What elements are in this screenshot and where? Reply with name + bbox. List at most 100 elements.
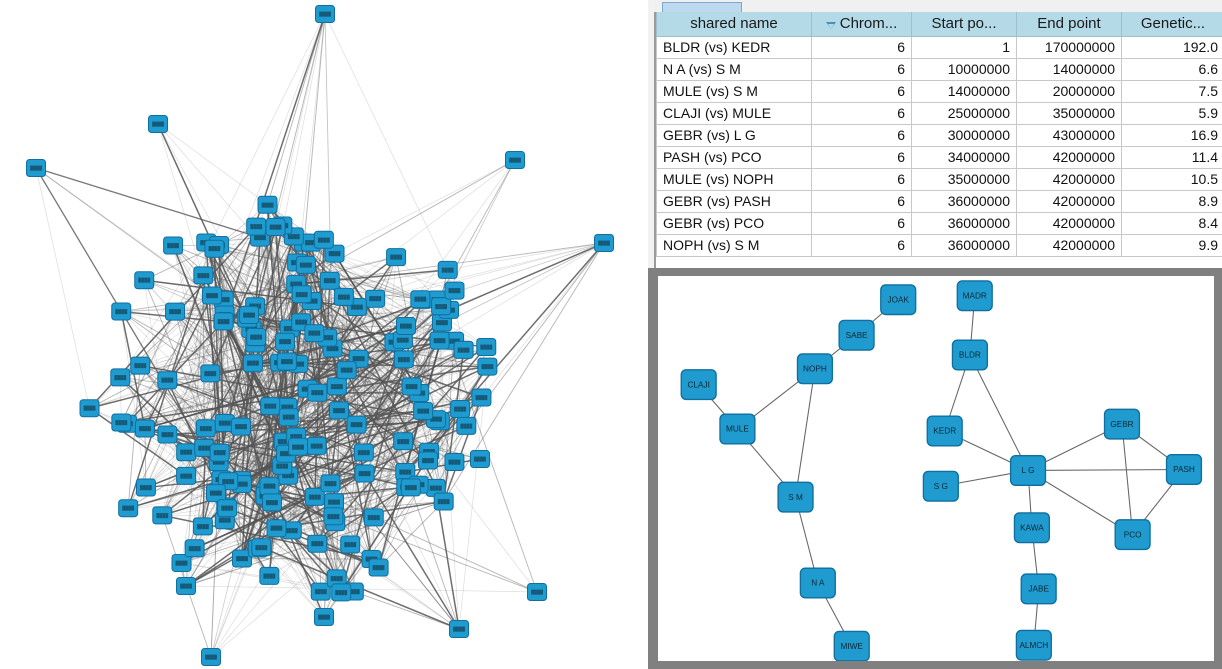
main-network-edge[interactable] (364, 340, 440, 474)
subnetwork-node-kawa[interactable]: KAWA (1013, 512, 1051, 544)
subnetwork-node-almch[interactable]: ALMCH (1015, 629, 1052, 661)
main-network-edge[interactable] (219, 346, 487, 454)
main-network-edge[interactable] (89, 407, 187, 477)
cell-shared_name[interactable]: N A (vs) S M (656, 58, 812, 81)
main-network-node[interactable]: ████ (313, 230, 334, 249)
main-network-node[interactable]: ████ (505, 151, 525, 169)
main-network-node[interactable]: ████ (365, 289, 386, 308)
main-network-node[interactable]: ████ (176, 577, 196, 595)
main-network-edge[interactable] (255, 226, 271, 407)
table-row[interactable]: GEBR (vs) PASH 6 36000000 42000000 8.9 (656, 190, 1222, 213)
main-network-edge[interactable] (435, 366, 488, 420)
main-network-edge[interactable] (172, 245, 259, 549)
column-header-chrom[interactable]: Chrom... (811, 12, 912, 37)
main-network-node[interactable]: ████ (163, 236, 184, 255)
main-network-edge[interactable] (298, 341, 395, 365)
main-network-node[interactable]: ████ (260, 397, 281, 416)
cell-genetic[interactable]: 16.9 (1121, 124, 1222, 147)
main-network-edge[interactable] (293, 236, 455, 342)
table-scroll-area[interactable]: shared name Chrom... Start po... End point G… (654, 12, 1222, 268)
main-network-node[interactable]: ████ (437, 260, 458, 279)
main-network-node[interactable]: ████ (200, 364, 221, 383)
main-network-node[interactable]: ████ (204, 239, 225, 258)
cell-shared_name[interactable]: MULE (vs) NOPH (656, 168, 812, 191)
main-network-node[interactable]: ████ (469, 450, 490, 469)
main-network-edge[interactable] (185, 416, 289, 477)
main-network-edge[interactable] (410, 242, 605, 488)
main-network-edge[interactable] (140, 364, 437, 420)
main-network-node[interactable]: ████ (444, 452, 465, 471)
subnetwork-edge[interactable] (1121, 424, 1134, 535)
main-network-edge[interactable] (220, 283, 297, 480)
cell-shared_name[interactable]: NOPH (vs) S M (656, 234, 812, 257)
main-network-edge[interactable] (297, 358, 405, 448)
main-network-node[interactable]: ████ (192, 517, 213, 536)
main-network-node[interactable]: ████ (232, 549, 253, 568)
main-network-edge[interactable] (140, 365, 424, 412)
main-network-edge[interactable] (269, 346, 487, 487)
main-network-edge[interactable] (356, 306, 487, 348)
main-network-edge[interactable] (297, 280, 331, 364)
main-network-edge[interactable] (271, 309, 450, 503)
main-network-edge[interactable] (35, 167, 90, 409)
main-network-edge[interactable] (226, 507, 325, 618)
main-network-edge[interactable] (35, 167, 222, 480)
main-network-node[interactable]: ████ (278, 408, 299, 427)
subnetwork-node-pco[interactable]: PCO (1114, 519, 1151, 551)
main-network-edge[interactable] (405, 325, 455, 463)
main-network-node[interactable]: ████ (477, 357, 498, 376)
cell-chrom[interactable]: 6 (811, 234, 912, 257)
main-network-edge[interactable] (326, 280, 331, 338)
cell-end[interactable]: 43000000 (1016, 124, 1122, 147)
main-network-edge[interactable] (172, 245, 221, 453)
main-network-edge[interactable] (157, 123, 253, 330)
main-network-edge[interactable] (404, 471, 460, 630)
cell-shared_name[interactable]: GEBR (vs) PASH (656, 190, 812, 213)
main-network-edge[interactable] (219, 349, 464, 454)
subnetwork-edge[interactable] (795, 368, 816, 498)
cell-start[interactable]: 1 (911, 36, 1017, 59)
main-network-edge[interactable] (139, 365, 205, 449)
table-row[interactable]: CLAJI (vs) MULE 6 25000000 35000000 5.9 (656, 102, 1222, 125)
main-network-edge[interactable] (377, 309, 450, 568)
main-network-node[interactable]: ████ (259, 477, 280, 496)
main-network-edge[interactable] (435, 397, 482, 489)
cell-chrom[interactable]: 6 (811, 190, 912, 213)
main-network-edge[interactable] (295, 159, 516, 285)
cell-genetic[interactable]: 8.9 (1121, 190, 1222, 213)
main-network-node[interactable]: ████ (134, 271, 155, 290)
main-network-edge[interactable] (209, 226, 277, 374)
main-network-edge[interactable] (127, 275, 205, 509)
main-network-node[interactable]: ████ (393, 432, 414, 451)
subnetwork-edge[interactable] (1028, 468, 1184, 472)
main-network-edge[interactable] (287, 386, 412, 408)
main-network-edge[interactable] (219, 244, 298, 263)
main-network-node[interactable]: ████ (230, 417, 251, 436)
main-network-edge[interactable] (324, 13, 449, 271)
cell-start[interactable]: 36000000 (911, 234, 1017, 257)
main-network-edge[interactable] (285, 349, 464, 455)
subnetwork-node-sabe[interactable]: SABE (838, 319, 875, 351)
main-network-edge[interactable] (126, 423, 277, 529)
main-network-edge[interactable] (145, 328, 290, 488)
cell-chrom[interactable]: 6 (811, 58, 912, 81)
main-network-edge[interactable] (218, 244, 267, 496)
main-network-node[interactable]: ████ (418, 451, 439, 470)
main-network-edge[interactable] (349, 306, 442, 545)
main-network-node[interactable]: ████ (456, 416, 477, 435)
main-network-node[interactable]: ████ (527, 583, 547, 601)
main-network-edge[interactable] (363, 473, 460, 630)
main-network-edge[interactable] (89, 295, 213, 409)
main-network-node[interactable]: ████ (176, 466, 197, 485)
cell-shared_name[interactable]: PASH (vs) PCO (656, 146, 812, 169)
main-network-node[interactable]: ████ (320, 474, 341, 493)
main-network-edge[interactable] (167, 13, 326, 435)
main-network-edge[interactable] (157, 123, 312, 302)
main-network-node[interactable]: ████ (276, 352, 297, 371)
main-network-node[interactable]: ████ (453, 340, 474, 359)
main-network-edge[interactable] (144, 428, 147, 488)
main-network-node[interactable]: ████ (353, 443, 374, 462)
cell-end[interactable]: 42000000 (1016, 234, 1122, 257)
table-body[interactable]: BLDR (vs) KEDR 6 1 170000000 192.0 N A (vs) S… (656, 36, 1222, 257)
main-network-node[interactable]: ████ (340, 535, 361, 554)
